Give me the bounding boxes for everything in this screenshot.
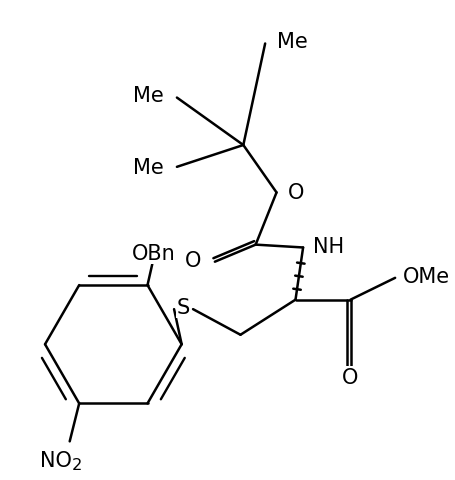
- Text: OMe: OMe: [402, 266, 449, 287]
- Text: Me: Me: [276, 32, 307, 51]
- Text: 2: 2: [72, 456, 82, 472]
- Text: Me: Me: [132, 85, 163, 106]
- Text: OBn: OBn: [132, 243, 176, 264]
- Text: NO: NO: [40, 450, 72, 470]
- Text: S: S: [177, 298, 190, 318]
- Text: NH: NH: [312, 236, 343, 256]
- Text: O: O: [287, 183, 303, 203]
- Text: Me: Me: [132, 157, 163, 178]
- Text: O: O: [185, 250, 201, 270]
- Text: O: O: [342, 368, 358, 388]
